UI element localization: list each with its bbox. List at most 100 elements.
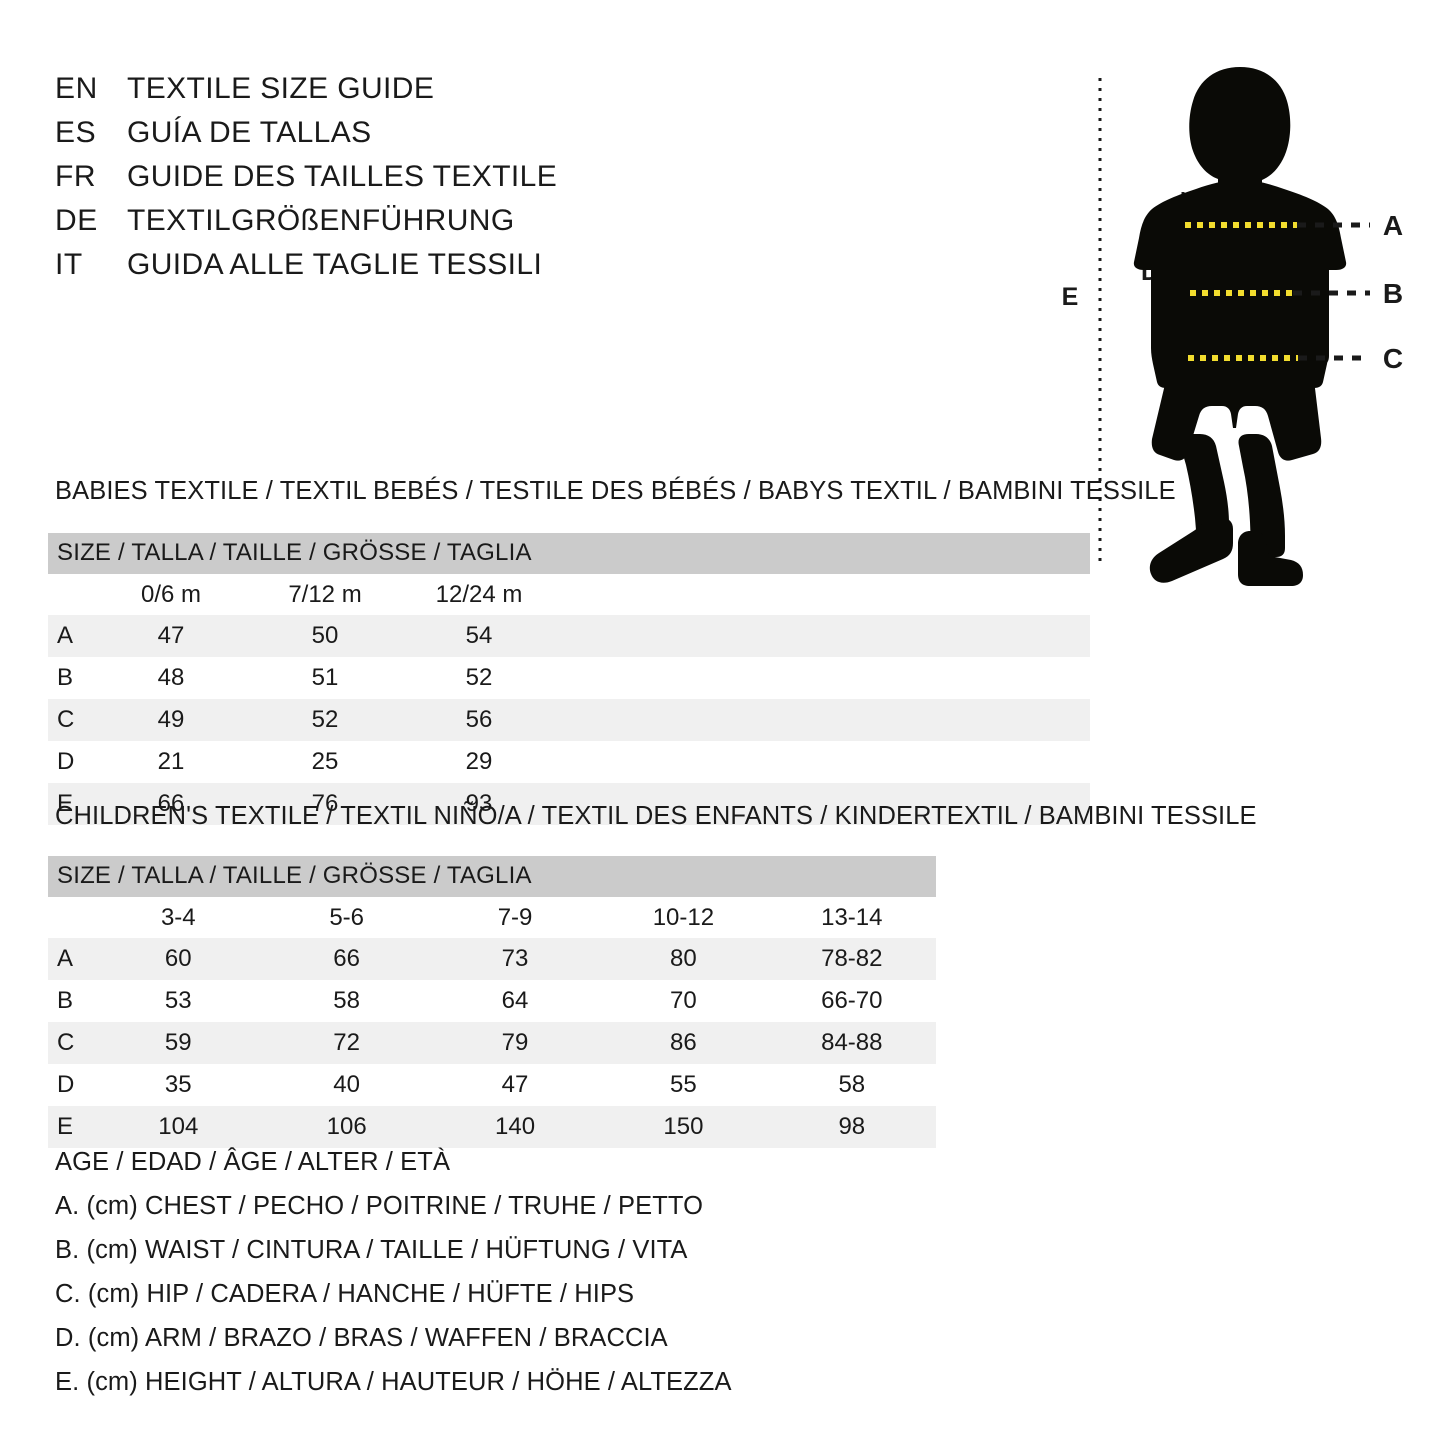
babies-cell-d-0: 21 xyxy=(94,741,248,783)
children-cell-c-2: 79 xyxy=(430,1022,600,1064)
babies-size-table: SIZE / TALLA / TAILLE / GRÖSSE / TAGLIA … xyxy=(48,533,1091,825)
children-col-header-3: 10-12 xyxy=(599,897,768,938)
measure-label-b: B xyxy=(1383,278,1403,309)
legend-line-arm: D. (cm) ARM / BRAZO / BRAS / WAFFEN / BR… xyxy=(55,1324,668,1352)
babies-cell-d-1: 25 xyxy=(248,741,402,783)
babies-size-bar-label: SIZE / TALLA / TAILLE / GRÖSSE / TAGLIA xyxy=(48,533,1091,574)
child-silhouette-diagram: E D xyxy=(1040,48,1440,588)
measure-label-c: C xyxy=(1383,343,1403,374)
table-row: C 49 52 56 xyxy=(48,699,1091,741)
legend-line-hip: C. (cm) HIP / CADERA / HANCHE / HÜFTE / … xyxy=(55,1280,635,1308)
children-cell-b-1: 58 xyxy=(262,980,431,1022)
language-code-de: DE xyxy=(55,204,98,237)
table-row: E 104 106 140 150 98 xyxy=(48,1106,936,1148)
babies-row-label-b: B xyxy=(48,657,94,699)
language-row-fr: FR GUIDE DES TAILLES TEXTILE xyxy=(55,160,695,204)
children-cell-e-1: 106 xyxy=(262,1106,431,1148)
children-column-header-row: 3-4 5-6 7-9 10-12 13-14 xyxy=(48,897,936,938)
children-section-title: CHILDREN'S TEXTILE / TEXTIL NIÑO/A / TEX… xyxy=(55,802,1257,830)
children-row-label-d: D xyxy=(48,1064,95,1106)
children-size-bar-row: SIZE / TALLA / TAILLE / GRÖSSE / TAGLIA xyxy=(48,856,936,897)
children-cell-d-0: 35 xyxy=(94,1064,263,1106)
table-row: E 66 76 93 xyxy=(48,783,1091,825)
language-row-es: ES GUÍA DE TALLAS xyxy=(55,116,695,160)
language-code-es: ES xyxy=(55,116,97,149)
language-title-es: GUÍA DE TALLAS xyxy=(127,116,372,149)
children-col-header-1: 5-6 xyxy=(262,897,431,938)
measure-label-a: A xyxy=(1383,210,1403,241)
language-title-block: EN TEXTILE SIZE GUIDE ES GUÍA DE TALLAS … xyxy=(55,72,695,292)
table-row: C 59 72 79 86 84-88 xyxy=(48,1022,936,1064)
babies-row-label-c: C xyxy=(48,699,94,741)
children-cell-a-2: 73 xyxy=(430,938,600,980)
children-cell-b-3: 70 xyxy=(599,980,768,1022)
children-cell-b-4: 66-70 xyxy=(767,980,936,1022)
babies-cell-a-1: 50 xyxy=(248,615,402,657)
babies-corner-cell xyxy=(48,574,94,615)
babies-size-bar-row: SIZE / TALLA / TAILLE / GRÖSSE / TAGLIA xyxy=(48,533,1091,574)
language-row-it: IT GUIDA ALLE TAGLIE TESSILI xyxy=(55,248,695,292)
children-cell-c-3: 86 xyxy=(599,1022,768,1064)
babies-row-label-d: D xyxy=(48,741,94,783)
babies-cell-a-0: 47 xyxy=(94,615,248,657)
language-code-en: EN xyxy=(55,72,98,105)
language-row-en: EN TEXTILE SIZE GUIDE xyxy=(55,72,695,116)
children-row-label-a: A xyxy=(48,938,95,980)
children-cell-d-4: 58 xyxy=(767,1064,936,1106)
babies-col-header-2: 12/24 m xyxy=(402,574,556,615)
babies-row-e-filler xyxy=(556,783,1091,825)
silhouette-body xyxy=(1133,67,1347,586)
children-col-header-0: 3-4 xyxy=(94,897,263,938)
language-title-fr: GUIDE DES TAILLES TEXTILE xyxy=(127,160,558,193)
babies-row-a-filler xyxy=(556,615,1091,657)
babies-row-label-a: A xyxy=(48,615,94,657)
babies-cell-c-1: 52 xyxy=(248,699,402,741)
babies-section-title: BABIES TEXTILE / TEXTIL BEBÉS / TESTILE … xyxy=(55,477,1176,505)
children-cell-c-1: 72 xyxy=(262,1022,431,1064)
babies-cell-a-2: 54 xyxy=(402,615,556,657)
table-row: B 53 58 64 70 66-70 xyxy=(48,980,936,1022)
children-cell-e-2: 140 xyxy=(430,1106,600,1148)
children-size-table: SIZE / TALLA / TAILLE / GRÖSSE / TAGLIA … xyxy=(48,856,936,1148)
language-code-it: IT xyxy=(55,248,83,281)
babies-row-d-filler xyxy=(556,741,1091,783)
language-row-de: DE TEXTILGRÖßENFÜHRUNG xyxy=(55,204,695,248)
babies-cell-e-0: 66 xyxy=(94,783,248,825)
babies-col-header-0: 0/6 m xyxy=(94,574,248,615)
babies-col-header-filler xyxy=(556,574,1091,615)
children-row-label-c: C xyxy=(48,1022,95,1064)
babies-row-c-filler xyxy=(556,699,1091,741)
children-row-label-b: B xyxy=(48,980,95,1022)
children-cell-a-1: 66 xyxy=(262,938,431,980)
children-cell-b-0: 53 xyxy=(94,980,263,1022)
children-cell-d-2: 47 xyxy=(430,1064,600,1106)
babies-cell-e-1: 76 xyxy=(248,783,402,825)
babies-cell-b-0: 48 xyxy=(94,657,248,699)
language-title-de: TEXTILGRÖßENFÜHRUNG xyxy=(127,204,515,237)
children-cell-a-3: 80 xyxy=(599,938,768,980)
children-cell-e-3: 150 xyxy=(599,1106,768,1148)
legend-line-chest: A. (cm) CHEST / PECHO / POITRINE / TRUHE… xyxy=(55,1192,704,1220)
children-cell-a-4: 78-82 xyxy=(767,938,936,980)
children-cell-d-1: 40 xyxy=(262,1064,431,1106)
children-corner-cell xyxy=(48,897,95,938)
children-cell-d-3: 55 xyxy=(599,1064,768,1106)
babies-cell-c-2: 56 xyxy=(402,699,556,741)
language-title-it: GUIDA ALLE TAGLIE TESSILI xyxy=(127,248,543,281)
babies-column-header-row: 0/6 m 7/12 m 12/24 m xyxy=(48,574,1091,615)
table-row: A 60 66 73 80 78-82 xyxy=(48,938,936,980)
table-row: D 35 40 47 55 58 xyxy=(48,1064,936,1106)
babies-row-label-e: E xyxy=(48,783,94,825)
measurement-legend: AGE / EDAD / ÂGE / ALTER / ETÀ A. (cm) C… xyxy=(55,1140,815,1404)
language-code-fr: FR xyxy=(55,160,97,193)
table-row: B 48 51 52 xyxy=(48,657,1091,699)
table-row: D 21 25 29 xyxy=(48,741,1091,783)
children-row-label-e: E xyxy=(48,1106,95,1148)
measure-label-e: E xyxy=(1062,283,1079,311)
children-cell-e-0: 104 xyxy=(94,1106,263,1148)
babies-col-header-1: 7/12 m xyxy=(248,574,402,615)
children-cell-b-2: 64 xyxy=(430,980,600,1022)
babies-cell-b-1: 51 xyxy=(248,657,402,699)
children-cell-c-4: 84-88 xyxy=(767,1022,936,1064)
babies-cell-d-2: 29 xyxy=(402,741,556,783)
